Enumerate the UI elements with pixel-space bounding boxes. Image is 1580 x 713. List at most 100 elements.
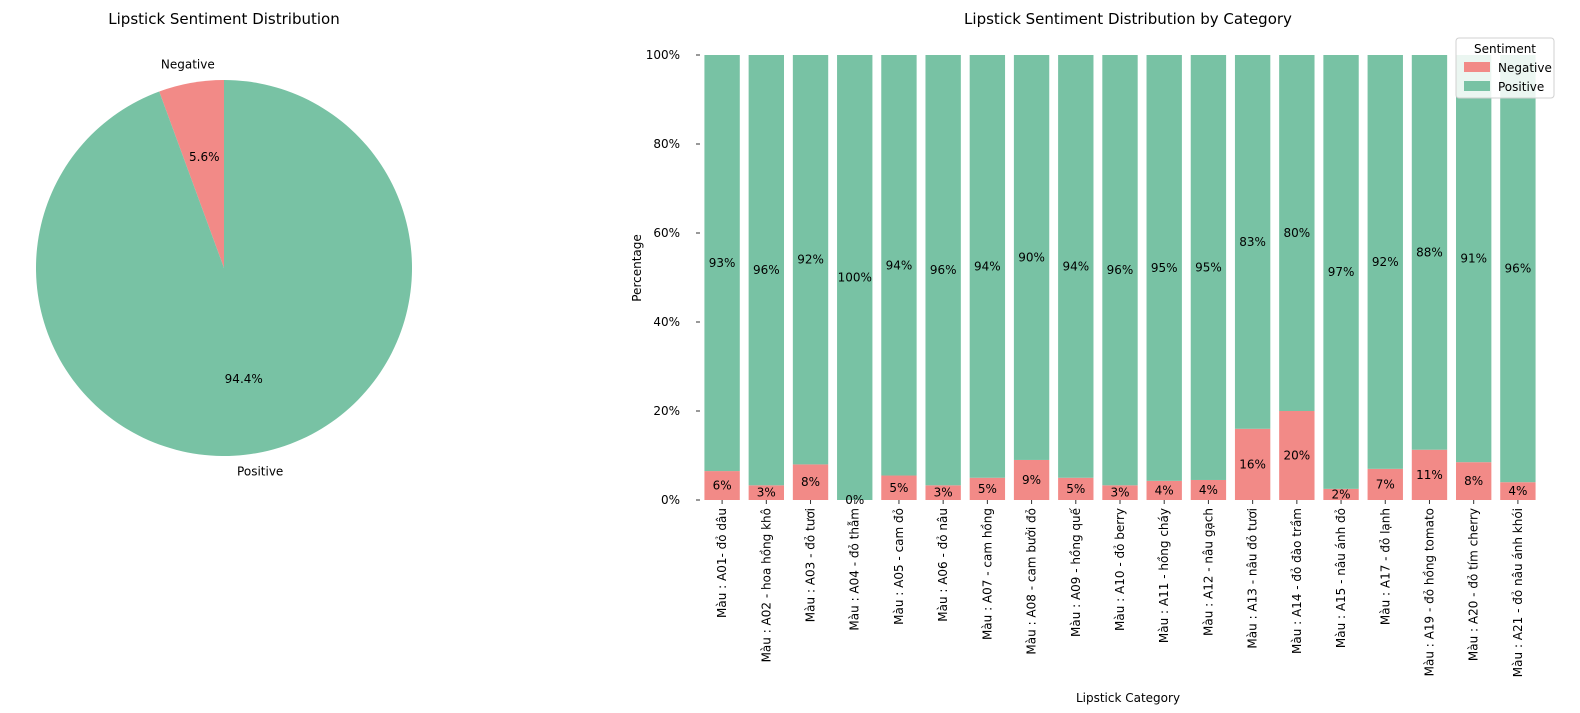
bar-positive bbox=[792, 55, 829, 465]
bar-value-label: 4% bbox=[1508, 484, 1527, 498]
bar-value-label: 97% bbox=[1328, 265, 1355, 279]
bar-value-label: 94% bbox=[974, 259, 1001, 273]
bar-value-label: 5% bbox=[1066, 482, 1085, 496]
x-tick-label: Màu : A21 - đỏ nâu ánh khói bbox=[1511, 508, 1525, 677]
x-tick-label: Màu : A04 - đỏ thẫm bbox=[848, 508, 862, 631]
bar-positive bbox=[748, 55, 784, 486]
bar-negative bbox=[1190, 479, 1227, 500]
bar-value-label: 4% bbox=[1199, 483, 1218, 497]
bar-negative bbox=[1367, 468, 1403, 500]
bar-negative bbox=[1411, 449, 1448, 500]
pie-slice-positive bbox=[36, 80, 413, 456]
bar-value-label: 3% bbox=[934, 486, 953, 500]
x-tick-label: Màu : A14 - đỏ đào trầm bbox=[1290, 508, 1304, 654]
bar-value-label: 96% bbox=[930, 263, 957, 277]
bar-positive bbox=[1190, 55, 1227, 480]
y-tick-label: 100% bbox=[646, 48, 680, 62]
bar-negative bbox=[1500, 482, 1536, 500]
x-axis-label: Lipstick Category bbox=[1076, 691, 1180, 705]
bar-value-label: 88% bbox=[1416, 245, 1443, 259]
bar-negative bbox=[1234, 428, 1271, 500]
pie-slice-label: Positive bbox=[237, 465, 283, 479]
bar-negative bbox=[1013, 459, 1050, 500]
bar-negative bbox=[1058, 477, 1094, 500]
bar-value-label: 8% bbox=[1464, 474, 1483, 488]
y-tick-label: 0% bbox=[661, 493, 680, 507]
x-tick-label: Màu : A05 - cam đỏ bbox=[892, 508, 906, 625]
bar-positive bbox=[1058, 55, 1094, 478]
bar-negative bbox=[748, 485, 784, 500]
bar-negative bbox=[1279, 411, 1315, 500]
y-tick-label: 60% bbox=[653, 226, 680, 240]
bar-positive bbox=[1456, 55, 1492, 463]
x-tick-label: Màu : A06 - đỏ nâu bbox=[936, 508, 950, 622]
bar-value-label: 80% bbox=[1284, 226, 1311, 240]
x-tick-label: Màu : A15 - nâu ánh đỏ bbox=[1334, 508, 1348, 648]
x-tick-label: Màu : A20 - đỏ tím cherry bbox=[1467, 508, 1481, 661]
bar-value-label: 2% bbox=[1332, 487, 1351, 501]
y-axis-label: Percentage bbox=[630, 234, 644, 302]
bar-positive bbox=[1323, 55, 1359, 489]
pie-slice-negative bbox=[159, 80, 224, 268]
bar-negative bbox=[792, 464, 829, 500]
x-tick-label: Màu : A19 - đỏ hồng tomato bbox=[1422, 508, 1436, 676]
bar-value-label: 92% bbox=[797, 253, 824, 267]
x-tick-label: Màu : A12 - nâu gạch bbox=[1201, 508, 1215, 636]
bar-positive bbox=[837, 55, 873, 500]
bar-positive bbox=[881, 55, 917, 476]
x-tick-label: Màu : A09 - hồng quế bbox=[1069, 507, 1083, 637]
bar-value-label: 7% bbox=[1376, 477, 1395, 491]
x-tick-label: Màu : A11 - hồng cháy bbox=[1157, 508, 1171, 643]
x-tick-label: Màu : A13 - nâu đỏ tươi bbox=[1246, 508, 1260, 649]
bar-positive bbox=[1279, 55, 1315, 411]
bar-value-label: 93% bbox=[709, 256, 736, 270]
bar-negative bbox=[1146, 480, 1182, 500]
bar-value-label: 5% bbox=[889, 481, 908, 495]
bar-positive bbox=[1146, 55, 1182, 481]
stacked-bar-chart: Lipstick Sentiment Distribution by Categ… bbox=[630, 10, 1555, 705]
bar-value-label: 96% bbox=[753, 263, 780, 277]
legend-label: Positive bbox=[1498, 80, 1544, 94]
bar-value-label: 95% bbox=[1151, 261, 1178, 275]
legend-swatch bbox=[1464, 62, 1490, 72]
bar-value-label: 6% bbox=[713, 479, 732, 493]
x-tick-label: Màu : A07 - cam hồng bbox=[980, 508, 994, 640]
bar-value-label: 96% bbox=[1505, 262, 1532, 276]
bar-positive bbox=[1367, 55, 1403, 469]
x-tick-label: Màu : A08 - cam bưởi đỏ bbox=[1025, 508, 1039, 655]
bar-positive bbox=[1234, 55, 1271, 429]
bar-value-label: 3% bbox=[757, 486, 776, 500]
bar-positive bbox=[1411, 55, 1448, 450]
bar-negative bbox=[1323, 488, 1359, 500]
bar-value-label: 83% bbox=[1239, 235, 1266, 249]
x-tick-label: Màu : A01- đỏ dâu bbox=[715, 508, 729, 618]
legend-label: Negative bbox=[1498, 61, 1552, 75]
bar-positive bbox=[1500, 55, 1536, 483]
bar-value-label: 92% bbox=[1372, 255, 1399, 269]
pie-pct-label: 94.4% bbox=[225, 372, 263, 386]
x-tick-label: Màu : A10 - đỏ berry bbox=[1113, 508, 1127, 631]
y-tick-label: 40% bbox=[653, 315, 680, 329]
legend-title: Sentiment bbox=[1474, 42, 1536, 56]
bar-value-label: 5% bbox=[978, 482, 997, 496]
pie-slice-label: Negative bbox=[161, 57, 215, 71]
bar-value-label: 95% bbox=[1195, 260, 1222, 274]
bar-value-label: 3% bbox=[1110, 486, 1129, 500]
bar-value-label: 4% bbox=[1155, 483, 1174, 497]
bar-value-label: 96% bbox=[1107, 263, 1134, 277]
y-tick-label: 20% bbox=[653, 404, 680, 418]
bar-title: Lipstick Sentiment Distribution by Categ… bbox=[964, 10, 1292, 28]
x-tick-label: Màu : A17 - đỏ lạnh bbox=[1378, 508, 1392, 625]
bar-value-label: 91% bbox=[1460, 252, 1487, 266]
bar-value-label: 94% bbox=[1062, 259, 1089, 273]
bar-value-label: 90% bbox=[1018, 250, 1045, 264]
bar-negative bbox=[1102, 485, 1138, 500]
bar-value-label: 100% bbox=[838, 271, 872, 285]
bar-value-label: 8% bbox=[801, 475, 820, 489]
bar-positive bbox=[704, 55, 740, 472]
bar-value-label: 11% bbox=[1416, 468, 1443, 482]
bar-positive bbox=[925, 55, 961, 486]
bar-value-label: 94% bbox=[886, 258, 913, 272]
bar-positive bbox=[1013, 55, 1050, 460]
